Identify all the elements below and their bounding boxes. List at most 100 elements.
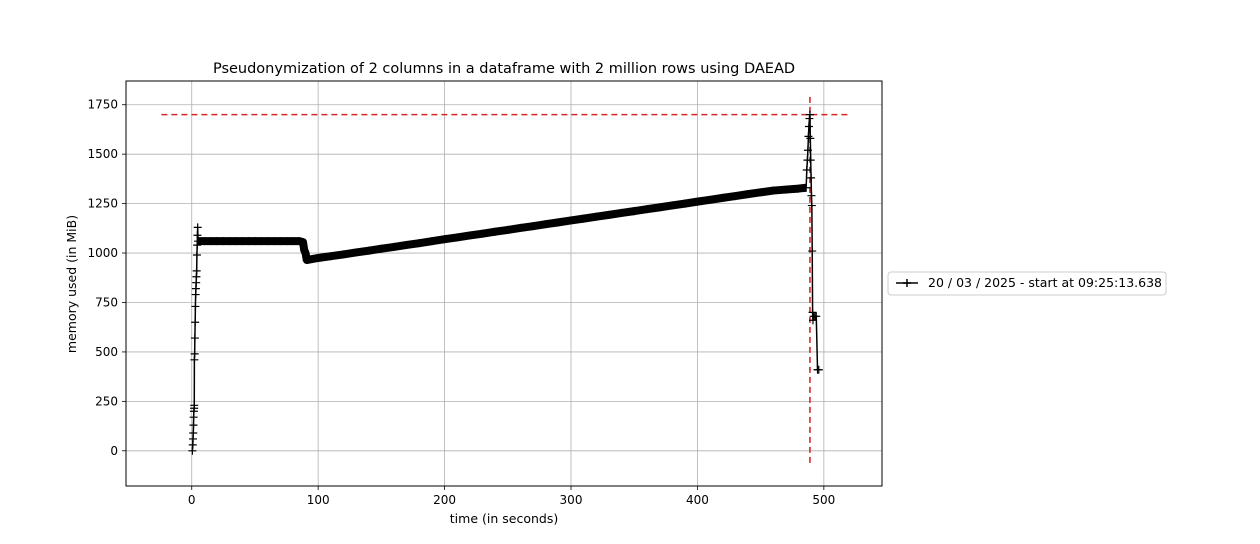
- y-tick-label: 250: [95, 394, 118, 408]
- y-tick-label: 1500: [87, 147, 118, 161]
- data-point: [189, 429, 198, 438]
- data-point: [668, 201, 677, 210]
- data-point: [478, 229, 487, 238]
- data-point: [503, 225, 512, 234]
- data-point: [314, 253, 323, 262]
- y-tick-label: 1750: [87, 98, 118, 112]
- legend-series-label: 20 / 03 / 2025 - start at 09:25:13.638: [928, 275, 1162, 290]
- data-point: [193, 223, 202, 232]
- data-point: [491, 227, 500, 236]
- data-point: [807, 191, 816, 200]
- data-point: [814, 365, 823, 374]
- reference-lines: [161, 96, 848, 467]
- data-point: [364, 246, 373, 255]
- data-point: [769, 186, 778, 195]
- data-point: [803, 146, 812, 155]
- data-point: [808, 316, 817, 325]
- y-tick-label: 0: [110, 444, 118, 458]
- data-point: [453, 233, 462, 242]
- x-tick-label: 500: [812, 493, 835, 507]
- y-axis: 0 250 500 750 1000 1250 1500 1750: [87, 98, 126, 458]
- data-point: [541, 220, 550, 229]
- x-axis: 0 100 200 300 400 500: [188, 486, 835, 507]
- data-point: [377, 244, 386, 253]
- data-point: [192, 251, 201, 260]
- data-point: [193, 241, 202, 250]
- data-point: [756, 188, 765, 197]
- x-axis-label: time (in seconds): [450, 511, 558, 526]
- data-point: [802, 165, 811, 174]
- data-point: [808, 247, 817, 256]
- data-point: [529, 222, 538, 231]
- data-point: [804, 122, 813, 131]
- data-point: [402, 240, 411, 249]
- data-point: [298, 238, 307, 247]
- data-point: [190, 349, 199, 358]
- data-point: [304, 255, 313, 264]
- x-tick-label: 300: [560, 493, 583, 507]
- data-point: [806, 156, 815, 165]
- data-point: [718, 193, 727, 202]
- grid-lines: [126, 81, 882, 486]
- legend-marker-icon: [903, 279, 911, 287]
- data-point: [806, 134, 815, 143]
- data-point: [440, 235, 449, 244]
- x-tick-label: 0: [188, 493, 196, 507]
- data-point: [192, 266, 201, 275]
- y-tick-label: 1000: [87, 246, 118, 260]
- data-point: [630, 207, 639, 216]
- data-point: [193, 231, 202, 240]
- data-point: [706, 195, 715, 204]
- data-point: [617, 208, 626, 217]
- y-tick-label: 500: [95, 345, 118, 359]
- data-point: [390, 242, 399, 251]
- legend-frame: [887, 271, 1167, 296]
- legend: 20 / 03 / 2025 - start at 09:25:13.638: [887, 271, 1167, 296]
- data-point: [642, 205, 651, 214]
- series-marker-band: [198, 183, 807, 264]
- y-axis-label: memory used (in MiB): [64, 215, 79, 353]
- x-tick-label: 200: [433, 493, 456, 507]
- plot-frame: [125, 80, 883, 487]
- data-point: [743, 190, 752, 199]
- data-point: [579, 214, 588, 223]
- data-point: [191, 318, 200, 327]
- series-line: [191, 113, 819, 451]
- data-point: [802, 183, 811, 192]
- data-point: [807, 173, 816, 182]
- data-point: [693, 197, 702, 206]
- data-point: [805, 110, 814, 119]
- data-point: [804, 132, 813, 141]
- data-point: [301, 249, 310, 258]
- data-point: [295, 237, 304, 246]
- data-point: [604, 210, 613, 219]
- chart-title: Pseudonymization of 2 columns in a dataf…: [213, 61, 795, 77]
- data-point: [592, 212, 601, 221]
- data-point: [191, 302, 200, 311]
- data-point: [680, 199, 689, 208]
- data-point: [189, 421, 198, 430]
- data-point: [812, 312, 821, 321]
- data-point: [655, 203, 664, 212]
- data-point: [427, 237, 436, 246]
- data-point: [190, 401, 199, 410]
- data-point: [465, 231, 474, 240]
- data-point: [516, 223, 525, 232]
- x-tick-label: 100: [307, 493, 330, 507]
- data-point: [554, 218, 563, 227]
- data-point: [190, 334, 199, 343]
- y-tick-label: 750: [95, 295, 118, 309]
- series-layer: [188, 110, 823, 455]
- data-point: [794, 184, 803, 193]
- x-tick-label: 400: [686, 493, 709, 507]
- data-point: [339, 250, 348, 259]
- data-point: [567, 216, 576, 225]
- data-point: [731, 192, 740, 201]
- y-tick-label: 1250: [87, 197, 118, 211]
- data-point: [807, 201, 816, 210]
- data-point: [352, 248, 361, 257]
- data-point: [781, 185, 790, 194]
- data-point: [415, 239, 424, 248]
